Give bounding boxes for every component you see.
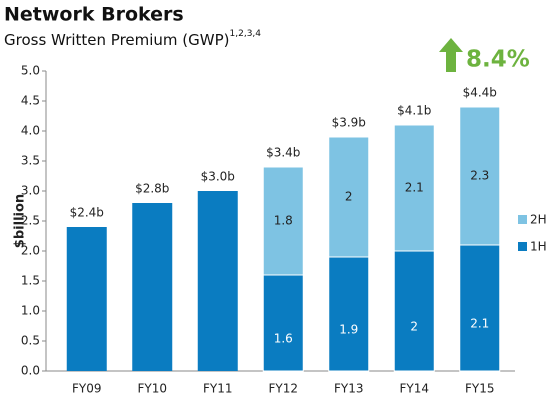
y-tick-label: 2.0: [21, 244, 40, 258]
x-tick-label: FY10: [137, 382, 167, 396]
segment-label: 1.8: [274, 214, 293, 228]
bar-segment: [393, 250, 435, 372]
bar-segment: [328, 256, 370, 372]
chart-title: Network Brokers: [4, 4, 184, 26]
total-label: $3.0b: [201, 170, 235, 184]
y-tick-label: 3.5: [21, 154, 40, 168]
y-tick-label: 1.0: [21, 304, 40, 318]
y-tick-label: 2.5: [21, 214, 40, 228]
total-label: $4.4b: [463, 86, 497, 100]
segment-label: 1.9: [339, 323, 358, 337]
x-tick-label: FY13: [334, 382, 364, 396]
y-tick-label: 0.0: [21, 364, 40, 378]
bar-segment: [262, 166, 304, 276]
x-tick-label: FY15: [465, 382, 495, 396]
subtitle-text: Gross Written Premium (GWP): [4, 31, 230, 49]
total-label: $3.4b: [266, 146, 300, 160]
segment-label: 2.1: [405, 181, 424, 195]
y-tick-label: 1.5: [21, 274, 40, 288]
y-tick-label: 3.0: [21, 184, 40, 198]
y-tick-label: 4.0: [21, 124, 40, 138]
bar-segment: [393, 124, 435, 252]
total-label: $2.4b: [70, 206, 104, 220]
legend-swatch: [518, 215, 527, 224]
growth-annotation: 8.4%: [466, 47, 530, 73]
x-tick-label: FY11: [203, 382, 233, 396]
total-label: $2.8b: [135, 182, 169, 196]
legend-label: 1H: [530, 240, 547, 254]
segment-label: 2: [345, 190, 353, 204]
y-tick-label: 0.5: [21, 334, 40, 348]
segment-label: 2.3: [470, 169, 489, 183]
bar: [132, 203, 173, 371]
bar: [197, 191, 238, 371]
segment-label: 1.6: [274, 332, 293, 346]
chart-subtitle: Gross Written Premium (GWP)1,2,3,4: [4, 29, 261, 49]
x-tick-label: FY12: [268, 382, 298, 396]
subtitle-superscript: 1,2,3,4: [230, 29, 262, 39]
segment-label: 2.1: [470, 317, 489, 331]
segment-label: 2: [410, 320, 418, 334]
bar: [66, 227, 107, 371]
y-tick-label: 4.5: [21, 94, 40, 108]
bar-segment: [459, 106, 501, 246]
x-tick-label: FY14: [399, 382, 429, 396]
legend-label: 2H: [530, 213, 547, 227]
bar-segment: [459, 244, 501, 372]
bar-segment: [328, 136, 370, 258]
y-tick-label: 5.0: [21, 64, 40, 78]
total-label: $4.1b: [397, 104, 431, 118]
legend-swatch: [518, 242, 527, 251]
x-tick-label: FY09: [72, 382, 102, 396]
up-arrow: [439, 38, 463, 72]
bar-segment: [262, 274, 304, 372]
total-label: $3.9b: [332, 116, 366, 130]
y-axis-label: $billion: [13, 194, 28, 248]
